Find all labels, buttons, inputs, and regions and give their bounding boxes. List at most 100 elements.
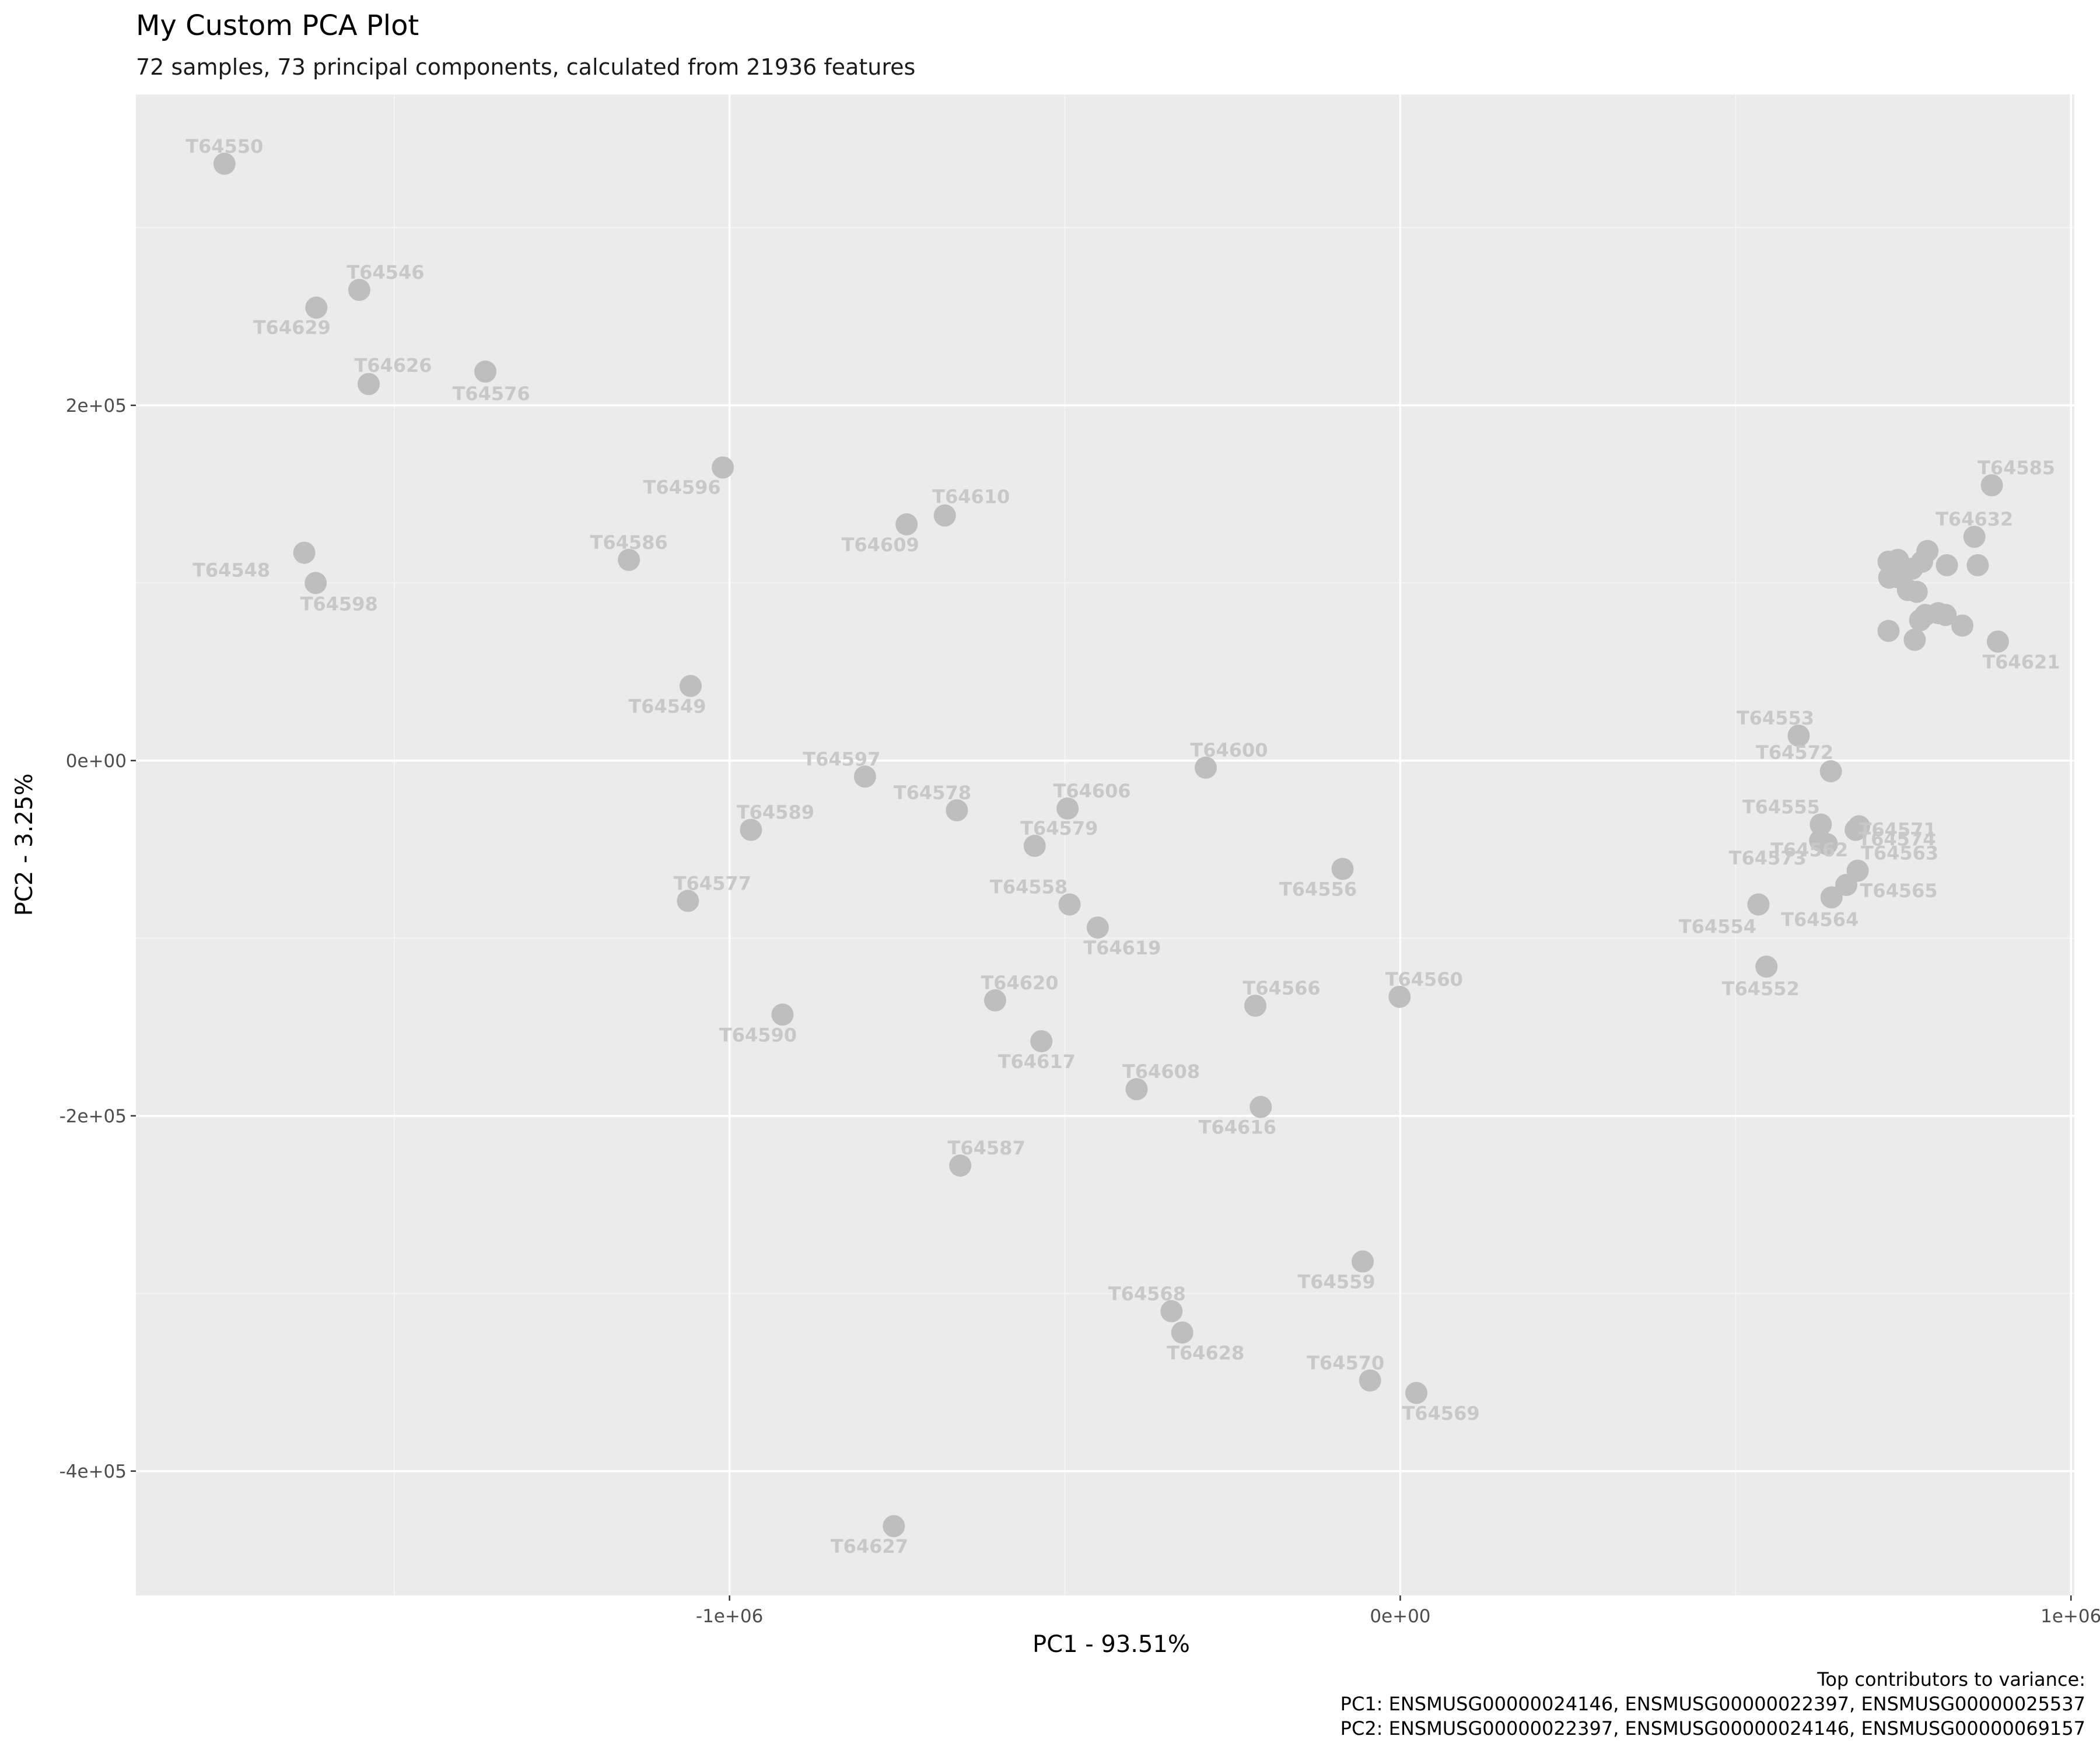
data-point-label: T64576 (452, 383, 530, 405)
x-tick-label: -1e+06 (696, 1606, 763, 1627)
data-point (1388, 985, 1411, 1008)
data-point-label: T64589 (737, 802, 814, 824)
data-point (304, 572, 327, 594)
data-point-label: T64627 (831, 1535, 908, 1558)
data-point-label: T64577 (674, 872, 751, 894)
data-point (677, 890, 699, 912)
data-point (949, 1154, 972, 1177)
y-tick-label: 2e+05 (66, 396, 127, 416)
data-point-label: T64617 (998, 1051, 1076, 1073)
data-point (946, 799, 968, 822)
data-point-labels: T64550 T64546 T64629 T64626 T64576 T64596 T646… (186, 135, 2060, 1558)
data-point-label: T64555 (1742, 796, 1820, 818)
data-point-label: T64626 (354, 354, 432, 376)
data-point-label: T64553 (1737, 707, 1814, 729)
data-point (1086, 916, 1109, 939)
data-point-label: T64574 (1858, 828, 1936, 850)
data-point-label: T64556 (1279, 878, 1357, 901)
data-point-label: T64608 (1122, 1060, 1200, 1083)
plot-panel (136, 94, 2074, 1595)
data-point-label: T64570 (1307, 1352, 1384, 1374)
data-point-label: T64549 (628, 695, 706, 718)
data-points (213, 152, 2009, 1538)
data-point-label: T64554 (1679, 916, 1756, 938)
data-point (1936, 554, 1958, 576)
data-point (1023, 835, 1046, 858)
data-point (1963, 526, 1986, 548)
data-point-label: T64578 (894, 782, 971, 804)
data-point (1244, 995, 1267, 1017)
caption-line-2: PC1: ENSMUSG00000024146, ENSMUSG00000022… (1340, 1693, 2085, 1715)
data-point (1352, 1250, 1374, 1273)
data-point (293, 541, 316, 564)
data-point-label: T64609 (842, 534, 919, 556)
y-tick-label: 0e+00 (66, 751, 127, 772)
y-tick-label: -4e+05 (60, 1461, 127, 1482)
data-point-label: T64560 (1385, 968, 1463, 991)
data-point (1966, 554, 1989, 576)
data-point (1905, 580, 1928, 603)
data-point-label: T64610 (932, 486, 1010, 508)
data-point-label: T64598 (300, 593, 378, 615)
data-point (1747, 893, 1770, 916)
data-point-label: T64619 (1083, 937, 1161, 959)
data-point (1877, 620, 1900, 642)
data-point-label: T64548 (192, 559, 270, 582)
chart-subtitle: 72 samples, 73 principal components, cal… (136, 54, 915, 80)
data-point (1160, 1300, 1183, 1322)
data-point (1125, 1078, 1148, 1101)
data-point (679, 674, 702, 697)
data-point-label: T64566 (1242, 977, 1320, 999)
data-point (883, 1515, 905, 1538)
data-point (474, 360, 497, 383)
data-point (357, 373, 380, 396)
data-point-label: T64565 (1860, 880, 1937, 902)
data-point (1810, 813, 1832, 836)
data-point-label: T64571 (1859, 819, 1937, 841)
data-point (895, 513, 918, 536)
data-point-label: T64590 (719, 1024, 797, 1046)
data-point-label: T64632 (1936, 508, 2013, 530)
data-point (1819, 760, 1842, 783)
data-point-label: T64563 (1861, 842, 1938, 864)
data-point (1845, 818, 1867, 841)
data-point (1951, 614, 1973, 637)
data-point (1916, 540, 1939, 562)
data-point (1903, 628, 1926, 651)
data-point (1405, 1381, 1428, 1404)
data-point-label: T64552 (1722, 978, 1800, 1000)
data-point (305, 296, 328, 319)
data-point-label: T64616 (1199, 1116, 1276, 1139)
data-point (771, 1003, 794, 1026)
data-point (1815, 832, 1838, 855)
y-axis-ticks: 2e+05 0e+00 -2e+05 -4e+05 (60, 396, 136, 1482)
x-axis-ticks: -1e+06 0e+00 1e+06 (696, 1595, 2100, 1627)
data-point-label: T64573 (1729, 847, 1807, 869)
data-point (1030, 1030, 1053, 1052)
chart-title: My Custom PCA Plot (136, 9, 419, 42)
data-point-label: T64629 (253, 316, 331, 338)
data-point (853, 765, 876, 788)
data-point-label: T64596 (643, 476, 721, 498)
minor-gridlines (136, 94, 2074, 1595)
major-gridlines (136, 94, 2074, 1595)
data-point (618, 548, 640, 571)
data-point (1056, 797, 1079, 820)
data-point-label: T64620 (981, 972, 1058, 994)
data-point (1820, 886, 1843, 909)
data-point-label: T64597 (803, 748, 880, 770)
data-point (1250, 1096, 1272, 1118)
data-point (1755, 956, 1778, 978)
data-point (1194, 757, 1217, 779)
data-point-label: T64606 (1054, 780, 1131, 802)
x-tick-label: 0e+00 (1370, 1606, 1430, 1627)
data-point-label: T64572 (1756, 741, 1833, 764)
x-axis-title: PC1 - 93.51% (1032, 1631, 1190, 1658)
data-point-label: T64546 (346, 261, 424, 284)
data-point (1171, 1321, 1194, 1344)
data-point-label: T64569 (1402, 1402, 1479, 1424)
data-point-label: T64550 (186, 135, 263, 158)
y-axis-title: PC2 - 3.25% (11, 774, 38, 916)
data-point (1058, 893, 1081, 916)
